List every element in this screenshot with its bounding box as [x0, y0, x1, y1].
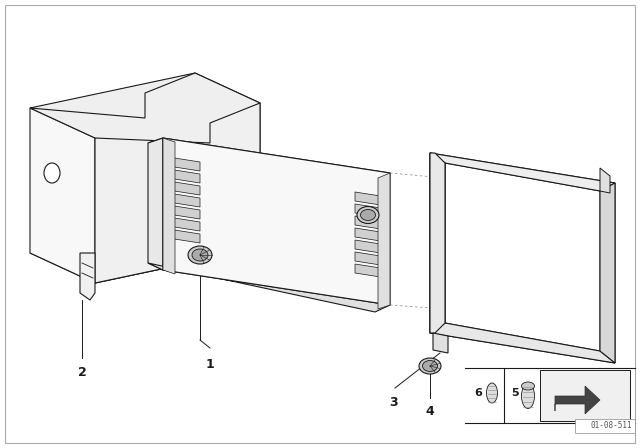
Polygon shape: [30, 73, 260, 138]
Polygon shape: [355, 264, 387, 278]
Text: 01-08-511: 01-08-511: [590, 421, 632, 430]
Ellipse shape: [44, 163, 60, 183]
Polygon shape: [30, 73, 260, 143]
Polygon shape: [95, 103, 260, 283]
Text: 5: 5: [511, 388, 519, 398]
Polygon shape: [555, 386, 600, 414]
Polygon shape: [168, 229, 200, 243]
Polygon shape: [430, 153, 615, 363]
Polygon shape: [355, 204, 387, 218]
Polygon shape: [163, 138, 175, 274]
Ellipse shape: [522, 382, 534, 390]
Ellipse shape: [357, 207, 379, 224]
Ellipse shape: [419, 358, 441, 374]
Polygon shape: [210, 168, 245, 201]
Bar: [575, 419, 635, 433]
Polygon shape: [168, 193, 200, 207]
Ellipse shape: [171, 198, 199, 218]
Text: 1: 1: [205, 358, 214, 371]
Text: 6: 6: [474, 388, 482, 398]
Ellipse shape: [522, 383, 534, 409]
Polygon shape: [355, 192, 387, 206]
Polygon shape: [30, 108, 95, 283]
Polygon shape: [600, 168, 610, 193]
Polygon shape: [95, 103, 260, 283]
Polygon shape: [148, 138, 390, 178]
Polygon shape: [430, 323, 615, 363]
Polygon shape: [168, 169, 200, 183]
Polygon shape: [430, 153, 445, 333]
Ellipse shape: [422, 361, 438, 371]
Polygon shape: [433, 333, 448, 353]
Polygon shape: [163, 138, 390, 305]
Polygon shape: [168, 181, 200, 195]
Polygon shape: [168, 157, 200, 171]
Text: 2: 2: [77, 366, 86, 379]
Polygon shape: [30, 218, 260, 283]
Text: 4: 4: [426, 405, 435, 418]
Polygon shape: [355, 240, 387, 254]
Polygon shape: [148, 263, 390, 312]
Ellipse shape: [360, 210, 376, 220]
Text: 3: 3: [388, 396, 397, 409]
Polygon shape: [600, 183, 615, 363]
Ellipse shape: [192, 249, 208, 261]
Polygon shape: [445, 163, 600, 351]
Polygon shape: [430, 153, 615, 191]
Ellipse shape: [486, 383, 497, 403]
Polygon shape: [430, 153, 445, 333]
Polygon shape: [355, 252, 387, 266]
Polygon shape: [168, 205, 200, 219]
Polygon shape: [148, 138, 163, 270]
Polygon shape: [150, 158, 205, 208]
Polygon shape: [378, 173, 390, 309]
Polygon shape: [168, 217, 200, 231]
Ellipse shape: [188, 246, 212, 264]
Polygon shape: [355, 216, 387, 230]
Polygon shape: [80, 253, 95, 300]
Polygon shape: [355, 228, 387, 242]
Bar: [540, 370, 630, 421]
